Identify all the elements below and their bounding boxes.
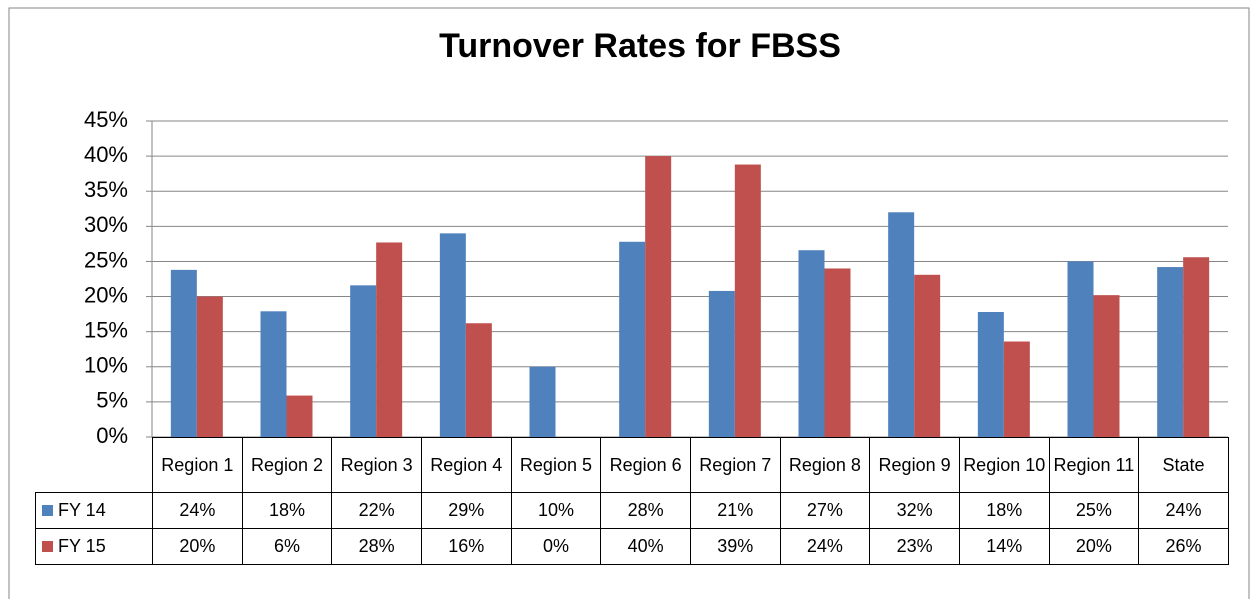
data-label: 32%	[869, 492, 960, 529]
legend-label: FY 14	[58, 500, 106, 520]
y-tick-label: 15%	[84, 317, 128, 342]
y-tick-label: 10%	[84, 353, 128, 378]
x-tick-label: Region 8	[779, 437, 871, 493]
chart-frame	[8, 7, 1250, 599]
x-tick-label: Region 6	[600, 437, 691, 493]
data-table: Region 1 Region 2 Region 3 Region 4 Region 5…	[35, 437, 1229, 565]
y-tick-label: 30%	[84, 212, 128, 237]
bar	[1183, 257, 1210, 437]
bar	[824, 268, 851, 437]
data-label: 23%	[869, 528, 960, 565]
bar	[196, 296, 223, 437]
bar	[914, 274, 941, 437]
data-label: 22%	[331, 492, 422, 529]
bar	[170, 269, 197, 437]
legend-entry: FY 15	[35, 528, 153, 565]
bar	[1067, 261, 1094, 437]
chart-title: Turnover Rates for FBSS	[439, 27, 841, 65]
legend-entry: FY 14	[35, 492, 153, 529]
y-tick-label: 35%	[84, 177, 128, 202]
bar	[465, 323, 492, 437]
bar	[977, 312, 1004, 437]
y-tick-label: 0%	[96, 423, 128, 448]
x-tick-label: Region 10	[958, 437, 1050, 493]
data-label: 18%	[241, 492, 333, 529]
data-label: 18%	[958, 492, 1050, 529]
bar	[708, 290, 735, 437]
y-tick-label: 45%	[84, 107, 128, 132]
y-tick-label: 25%	[84, 247, 128, 272]
data-label: 24%	[152, 492, 243, 529]
x-tick-label: Region 7	[689, 437, 781, 493]
y-tick-label: 5%	[96, 388, 128, 413]
x-tick-label: State	[1138, 437, 1229, 493]
bar	[645, 156, 672, 437]
bar	[376, 242, 403, 437]
data-label: 10%	[510, 492, 602, 529]
data-label: 20%	[152, 528, 243, 565]
data-label: 16%	[420, 528, 512, 565]
x-tick-label: Region 3	[331, 437, 422, 493]
y-tick-label: 20%	[84, 282, 128, 307]
bar	[529, 366, 556, 437]
data-label: 14%	[958, 528, 1050, 565]
x-tick-label: Region 11	[1048, 437, 1140, 493]
data-label: 6%	[241, 528, 333, 565]
data-label: 27%	[779, 492, 871, 529]
x-tick-label: Region 2	[241, 437, 333, 493]
bar	[286, 395, 313, 437]
data-label: 39%	[689, 528, 781, 565]
y-tick-label: 40%	[84, 142, 128, 167]
data-label: 29%	[420, 492, 512, 529]
x-tick-label: Region 4	[420, 437, 512, 493]
data-label: 25%	[1048, 492, 1140, 529]
x-tick-label: Region 5	[510, 437, 602, 493]
data-label: 0%	[510, 528, 602, 565]
legend-label: FY 15	[58, 536, 106, 556]
data-label: 21%	[689, 492, 781, 529]
data-label: 40%	[600, 528, 691, 565]
data-label: 24%	[1138, 492, 1229, 529]
data-label: 20%	[1048, 528, 1140, 565]
data-label: 28%	[331, 528, 422, 565]
bar	[888, 212, 915, 437]
bar	[1093, 295, 1120, 437]
data-label: 26%	[1138, 528, 1229, 565]
bar	[1003, 341, 1030, 437]
x-tick-label: Region 1	[152, 437, 243, 493]
bar	[260, 311, 287, 437]
data-label: 28%	[600, 492, 691, 529]
data-label: 24%	[779, 528, 871, 565]
bar	[1157, 267, 1184, 437]
bar	[619, 241, 646, 437]
legend-key	[42, 541, 53, 552]
bar	[798, 250, 825, 437]
x-tick-label: Region 9	[869, 437, 960, 493]
bar	[350, 285, 377, 437]
bar	[734, 164, 761, 437]
legend-key	[42, 505, 53, 516]
bar	[439, 233, 466, 437]
